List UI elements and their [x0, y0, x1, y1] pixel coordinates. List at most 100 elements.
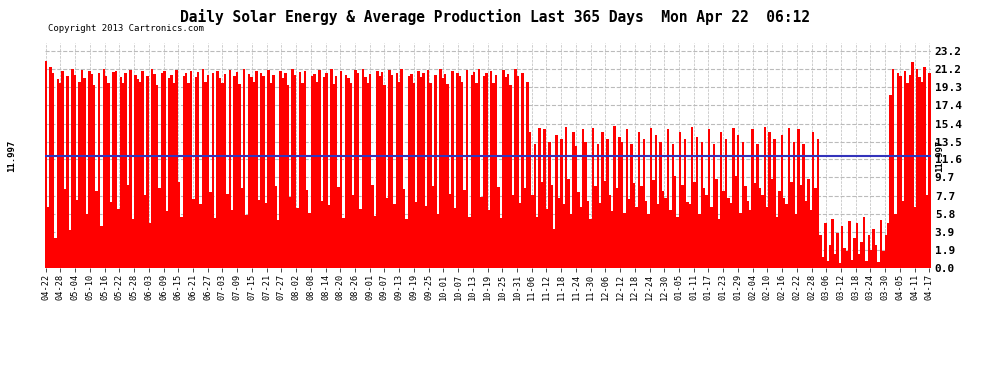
Bar [832, 219, 834, 268]
Bar [872, 229, 875, 268]
Bar [246, 214, 248, 268]
Bar [557, 198, 560, 268]
Bar [807, 179, 810, 268]
Bar [105, 76, 108, 268]
Bar [244, 69, 246, 268]
Bar [800, 185, 802, 268]
Bar [153, 74, 155, 268]
Bar [545, 209, 548, 268]
Bar [354, 70, 356, 268]
Bar [151, 69, 153, 268]
Bar [86, 214, 88, 268]
Bar [269, 84, 272, 268]
Bar [326, 73, 328, 268]
Bar [919, 77, 921, 268]
Bar [924, 67, 926, 268]
Bar [926, 195, 929, 268]
Bar [763, 127, 766, 268]
Bar [780, 135, 783, 268]
Bar [343, 217, 345, 268]
Bar [636, 207, 638, 268]
Bar [495, 75, 497, 268]
Bar [572, 132, 575, 268]
Bar [427, 70, 430, 268]
Bar [863, 217, 865, 268]
Bar [638, 132, 641, 268]
Bar [378, 76, 381, 268]
Bar [609, 195, 611, 268]
Bar [400, 69, 403, 268]
Bar [911, 62, 914, 268]
Bar [766, 207, 768, 268]
Bar [51, 73, 54, 268]
Bar [262, 76, 265, 268]
Bar [887, 223, 889, 268]
Bar [192, 199, 195, 268]
Bar [202, 69, 204, 268]
Bar [78, 82, 81, 268]
Bar [659, 142, 662, 268]
Bar [461, 82, 463, 268]
Bar [309, 213, 311, 268]
Bar [267, 70, 269, 268]
Bar [185, 73, 187, 268]
Bar [241, 188, 244, 268]
Bar [899, 76, 902, 268]
Bar [693, 182, 696, 268]
Bar [597, 144, 599, 268]
Bar [93, 86, 95, 268]
Bar [217, 71, 219, 268]
Bar [54, 238, 56, 268]
Bar [771, 179, 773, 268]
Bar [473, 72, 475, 268]
Bar [207, 75, 209, 268]
Bar [311, 76, 313, 268]
Bar [347, 78, 349, 268]
Bar [647, 214, 649, 268]
Bar [490, 71, 492, 268]
Bar [601, 132, 604, 268]
Bar [81, 70, 83, 268]
Bar [527, 82, 529, 268]
Bar [386, 198, 388, 268]
Bar [345, 75, 347, 268]
Bar [589, 219, 592, 268]
Bar [621, 142, 623, 268]
Bar [815, 188, 817, 268]
Bar [175, 70, 177, 268]
Bar [553, 229, 555, 268]
Bar [773, 139, 775, 268]
Bar [147, 76, 148, 268]
Bar [669, 210, 671, 268]
Bar [148, 223, 151, 268]
Bar [340, 71, 343, 268]
Bar [701, 142, 703, 268]
Bar [160, 73, 163, 268]
Bar [177, 182, 180, 268]
Bar [282, 78, 284, 268]
Bar [369, 74, 371, 268]
Bar [335, 76, 338, 268]
Bar [56, 79, 59, 268]
Bar [226, 194, 229, 268]
Bar [252, 82, 255, 268]
Bar [144, 195, 147, 268]
Bar [728, 198, 730, 268]
Bar [359, 209, 361, 268]
Bar [855, 223, 858, 268]
Bar [209, 192, 212, 268]
Bar [500, 218, 502, 268]
Bar [284, 73, 287, 268]
Bar [274, 186, 277, 268]
Bar [795, 214, 798, 268]
Bar [98, 73, 100, 268]
Bar [582, 129, 584, 268]
Bar [732, 128, 735, 268]
Bar [550, 185, 553, 268]
Bar [76, 200, 78, 268]
Bar [415, 202, 418, 268]
Bar [902, 201, 904, 268]
Bar [352, 195, 354, 268]
Bar [761, 195, 763, 268]
Bar [299, 72, 301, 268]
